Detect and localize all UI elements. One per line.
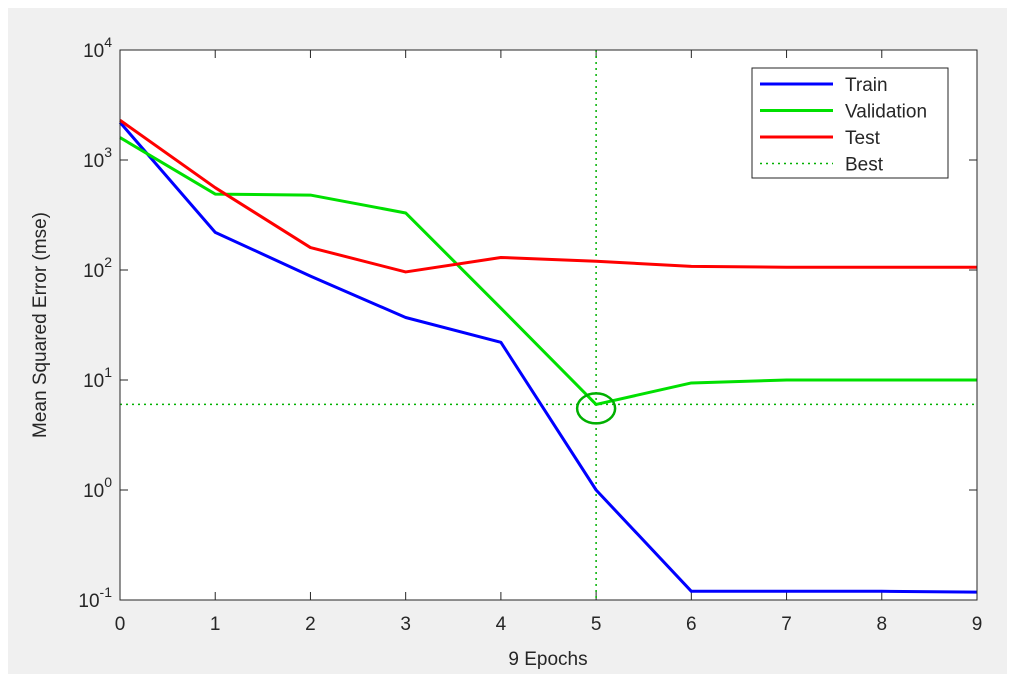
x-tick-label: 8 — [876, 614, 887, 635]
series-line — [119, 136, 977, 406]
x-tick-label: 9 — [972, 614, 983, 635]
y-tick-label: 101 — [83, 364, 112, 392]
y-tick-exponent: 0 — [104, 474, 112, 490]
series-line — [119, 118, 977, 274]
y-tick-exponent: 2 — [104, 254, 112, 270]
y-axis-label: Mean Squared Error (mse) — [30, 212, 51, 438]
x-tick-label: 7 — [781, 614, 792, 635]
legend-box — [751, 67, 949, 179]
y-tick-base: 10 — [83, 261, 104, 282]
x-tick-label: 2 — [305, 614, 316, 635]
legend-label: Validation — [845, 102, 927, 123]
y-tick-base: 10 — [83, 481, 104, 502]
series-line — [118, 121, 978, 594]
y-tick-exponent: 3 — [104, 144, 112, 160]
x-tick-label: 0 — [115, 614, 126, 635]
x-axis-label: 9 Epochs — [508, 649, 587, 670]
y-tick-base: 10 — [83, 151, 104, 172]
y-tick-label: 104 — [83, 34, 112, 62]
x-tick-label: 4 — [496, 614, 507, 635]
legend-label: Test — [845, 128, 881, 149]
best-marker — [575, 392, 617, 425]
x-tick-label: 5 — [591, 614, 602, 635]
x-tick-label: 3 — [400, 614, 411, 635]
legend-label: Train — [845, 75, 888, 96]
y-tick-base: 10 — [83, 371, 104, 392]
y-tick-exponent: 4 — [104, 34, 112, 50]
axes-box — [119, 49, 978, 601]
y-tick-label: 100 — [83, 474, 112, 502]
x-tick-label: 6 — [686, 614, 697, 635]
y-tick-label: 10-1 — [78, 584, 112, 612]
y-tick-base: 10 — [83, 41, 104, 62]
x-tick-label: 1 — [210, 614, 221, 635]
y-tick-exponent: 1 — [104, 364, 112, 380]
y-tick-label: 102 — [83, 254, 112, 282]
y-tick-exponent: -1 — [100, 584, 113, 600]
legend-label: Best — [845, 155, 884, 176]
y-tick-base: 10 — [78, 591, 99, 612]
y-tick-label: 103 — [83, 144, 112, 172]
